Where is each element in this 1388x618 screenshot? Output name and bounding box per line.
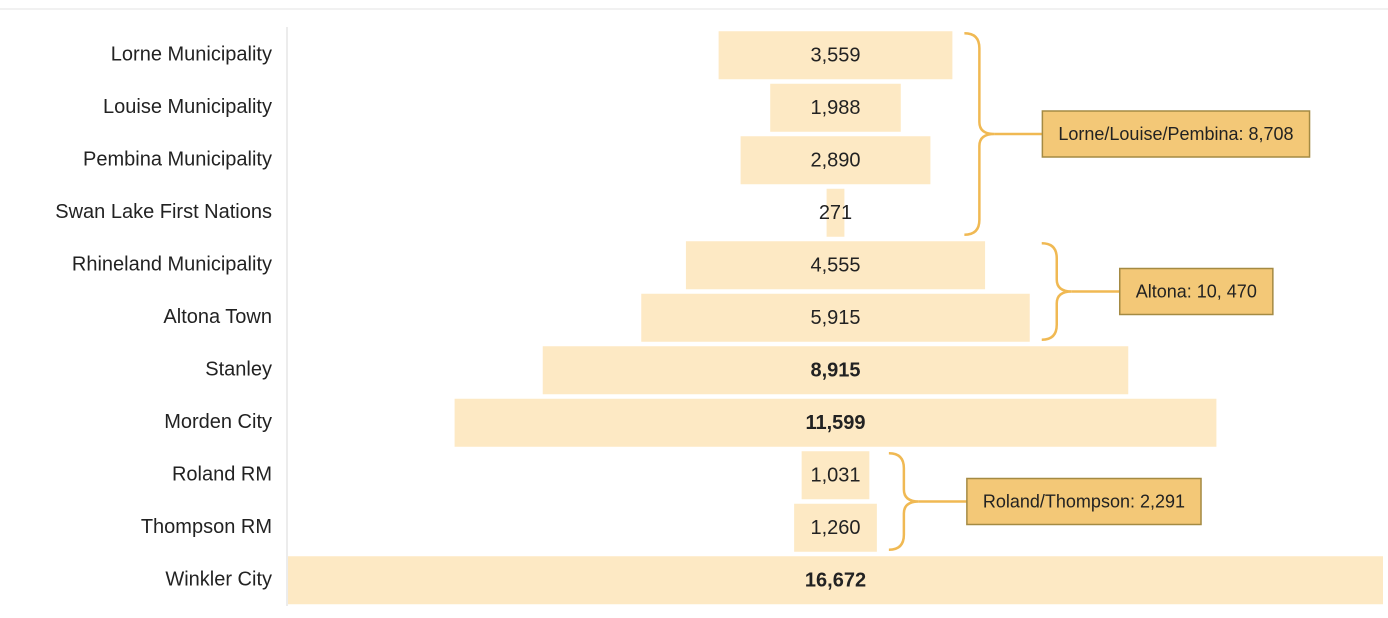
value-label: 4,555 (810, 255, 860, 277)
category-label: Morden City (164, 411, 272, 433)
category-label: Altona Town (163, 306, 272, 328)
category-label: Lorne Municipality (111, 44, 272, 66)
category-label: Pembina Municipality (83, 149, 272, 171)
category-label: Thompson RM (141, 516, 272, 538)
bar (770, 83, 901, 132)
bracket (1041, 242, 1072, 341)
value-label: 11,599 (805, 412, 865, 434)
value-label: 5,915 (810, 307, 860, 329)
category-label: Winkler City (165, 569, 272, 591)
value-label: 271 (819, 202, 852, 224)
bar (740, 136, 931, 185)
bar (826, 188, 845, 237)
category-label: Swan Lake First Nations (55, 201, 272, 223)
bar (794, 503, 877, 552)
category-label: Roland RM (172, 464, 272, 486)
bar (288, 556, 1383, 605)
bar (801, 451, 870, 500)
value-label: 2,890 (810, 150, 860, 172)
bar (641, 293, 1030, 342)
value-label: 8,915 (810, 360, 860, 382)
value-label: 1,988 (810, 97, 860, 119)
category-label: Rhineland Municipality (72, 254, 272, 276)
bar (718, 31, 953, 80)
bracket (964, 32, 995, 236)
value-label: 16,672 (805, 570, 866, 592)
bar (454, 398, 1217, 447)
annotation-text: Altona: 10, 470 (1136, 281, 1257, 301)
category-label: Stanley (205, 359, 272, 381)
annotation-text: Roland/Thompson: 2,291 (983, 491, 1185, 511)
category-label: Louise Municipality (103, 96, 272, 118)
annotation-box (966, 477, 1202, 526)
annotation-box (1041, 110, 1311, 158)
bar (685, 241, 986, 290)
value-label: 1,031 (810, 465, 860, 487)
annotation-text: Lorne/Louise/Pembina: 8,708 (1058, 124, 1293, 144)
value-label: 3,559 (810, 45, 860, 67)
value-label: 1,260 (810, 517, 860, 539)
bar (542, 346, 1129, 395)
bracket (888, 452, 919, 551)
annotation-box (1118, 267, 1274, 316)
